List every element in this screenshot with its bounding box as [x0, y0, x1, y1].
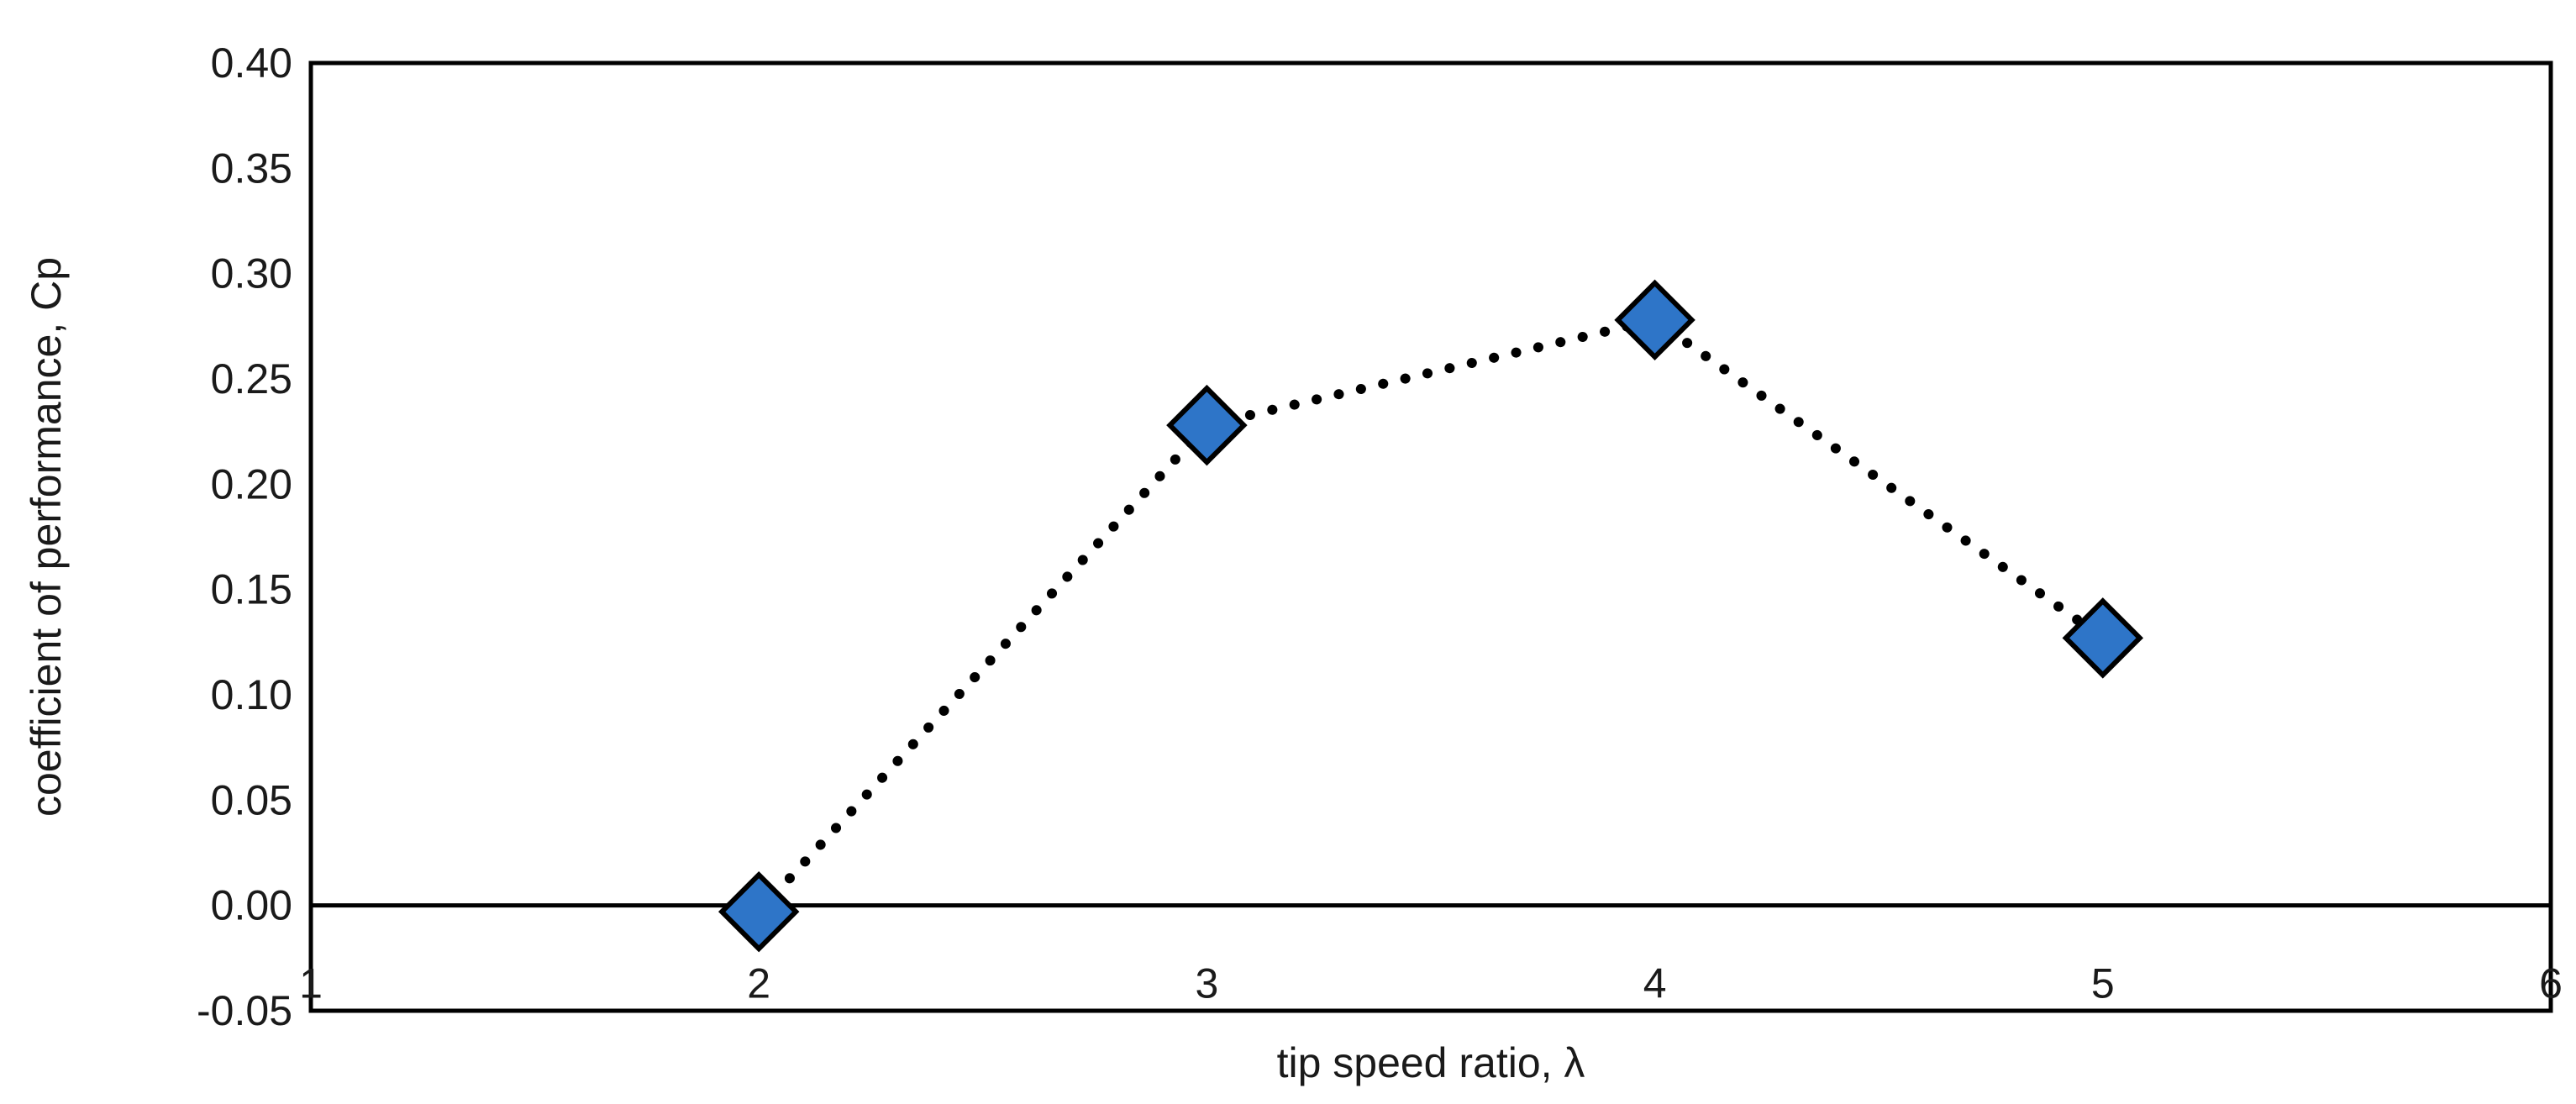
- y-tick-label: 0.20: [211, 460, 292, 507]
- x-axis-title: tip speed ratio, λ: [1277, 1039, 1585, 1086]
- data-point-marker: [1614, 279, 1695, 361]
- x-tick-label: 6: [2539, 960, 2563, 1007]
- y-tick-label: 0.25: [211, 355, 292, 402]
- x-tick-label: 2: [747, 960, 770, 1007]
- y-tick-label: -0.05: [197, 987, 292, 1034]
- plot-area: -0.05 0.00 0.05 0.10 0.15 0.20 0.25 0.30 0.35 0.4…: [197, 39, 2563, 1034]
- plot-frame: [308, 60, 2553, 1013]
- x-tick-label: 5: [2091, 960, 2115, 1007]
- y-tick-label: 0.00: [211, 882, 292, 929]
- x-tick-label: 1: [299, 960, 323, 1007]
- y-tick-label: 0.05: [211, 776, 292, 823]
- y-tick-label: 0.35: [211, 145, 292, 192]
- y-tick-label: 0.15: [211, 566, 292, 613]
- y-tick-label: 0.40: [211, 39, 292, 87]
- data-point-marker: [2062, 597, 2144, 679]
- data-point-marker: [718, 870, 800, 953]
- data-point-marker: [1166, 384, 1248, 466]
- y-tick-label: 0.10: [211, 671, 292, 718]
- y-axis-title: coefficient of performance, Cp: [23, 257, 70, 817]
- y-tick-label: 0.30: [211, 250, 292, 297]
- x-tick-label: 3: [1195, 960, 1218, 1007]
- x-tick-label: 4: [1643, 960, 1667, 1007]
- series-line: [754, 314, 2108, 917]
